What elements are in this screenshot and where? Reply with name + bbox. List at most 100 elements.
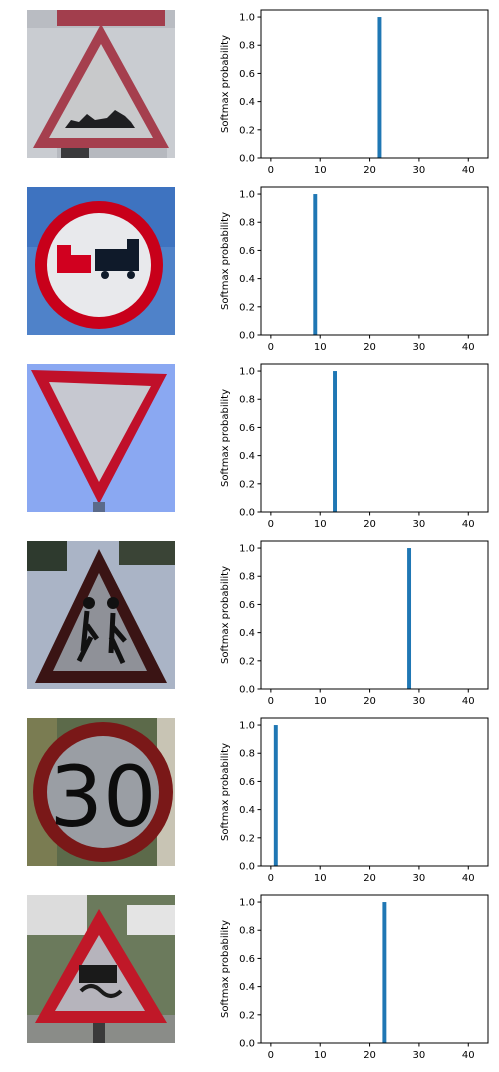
softmax-chart-4: 0 10 20 30 40 0.0 0.2 0.4 0.6 0.8 1.0 Softmax proba… bbox=[210, 540, 499, 718]
y-tick-label: 0.6 bbox=[239, 423, 255, 434]
bar-class-1 bbox=[273, 725, 278, 866]
chart-svg: 0 10 20 30 40 0.0 0.2 0.4 0.6 0.8 1.0 Softmax proba… bbox=[220, 186, 489, 353]
y-axis-label: Softmax probability bbox=[220, 566, 231, 664]
y-tick-label: 0.2 bbox=[239, 479, 255, 490]
x-tick-label: 10 bbox=[314, 696, 327, 707]
x-tick-label: 30 bbox=[413, 165, 426, 176]
sign-image-yield bbox=[27, 364, 175, 512]
x-tick-label: 0 bbox=[268, 696, 274, 707]
softmax-chart-6: 0 10 20 30 40 0.0 0.2 0.4 0.6 0.8 1.0 Softmax proba… bbox=[210, 894, 499, 1072]
x-tick-label: 30 bbox=[413, 696, 426, 707]
plot-frame bbox=[260, 9, 489, 159]
y-tick-label: 0.2 bbox=[239, 125, 255, 136]
y-axis-label: Softmax probability bbox=[220, 35, 231, 133]
y-tick-label: 0.0 bbox=[239, 685, 255, 696]
plot-frame bbox=[260, 363, 489, 513]
y-tick-label: 0.8 bbox=[239, 218, 255, 229]
plot-frame bbox=[260, 540, 489, 690]
y-tick-label: 1.0 bbox=[239, 898, 255, 909]
x-tick-label: 10 bbox=[314, 519, 327, 530]
x-tick-label: 20 bbox=[363, 696, 376, 707]
y-tick-label: 0.0 bbox=[239, 331, 255, 342]
result-row-2: 0 10 20 30 40 0.0 0.2 0.4 0.6 0.8 1.0 Softmax proba… bbox=[0, 186, 499, 364]
sign-image-speed-limit-30: 30 bbox=[27, 718, 175, 866]
y-tick-label: 0.6 bbox=[239, 600, 255, 611]
y-tick-label: 1.0 bbox=[239, 721, 255, 732]
y-tick-label: 0.8 bbox=[239, 41, 255, 52]
y-axis-label: Softmax probability bbox=[220, 212, 231, 310]
y-tick-label: 1.0 bbox=[239, 13, 255, 24]
y-tick-label: 0.0 bbox=[239, 1039, 255, 1050]
result-row-3: 0 10 20 30 40 0.0 0.2 0.4 0.6 0.8 1.0 Softmax proba… bbox=[0, 363, 499, 541]
y-tick-label: 0.4 bbox=[239, 274, 255, 285]
softmax-chart-5: 0 10 20 30 40 0.0 0.2 0.4 0.6 0.8 1.0 Softmax proba… bbox=[210, 717, 499, 895]
y-tick-label: 0.8 bbox=[239, 572, 255, 583]
x-tick-label: 0 bbox=[268, 342, 274, 353]
y-tick-label: 0.6 bbox=[239, 246, 255, 257]
y-tick-label: 0.8 bbox=[239, 926, 255, 937]
bar-class-9 bbox=[313, 194, 318, 335]
y-tick-label: 0.6 bbox=[239, 777, 255, 788]
softmax-chart-3: 0 10 20 30 40 0.0 0.2 0.4 0.6 0.8 1.0 Softmax proba… bbox=[210, 363, 499, 541]
x-tick-label: 40 bbox=[462, 165, 475, 176]
chart-svg: 0 10 20 30 40 0.0 0.2 0.4 0.6 0.8 1.0 Softmax proba… bbox=[220, 540, 489, 707]
result-row-1: 0 10 20 30 40 0.0 0.2 0.4 0.6 0.8 1.0 Softmax proba… bbox=[0, 9, 499, 187]
y-tick-label: 0.4 bbox=[239, 982, 255, 993]
y-tick-label: 0.6 bbox=[239, 954, 255, 965]
y-tick-label: 0.8 bbox=[239, 395, 255, 406]
y-tick-label: 0.4 bbox=[239, 451, 255, 462]
y-tick-label: 0.0 bbox=[239, 154, 255, 165]
x-tick-label: 10 bbox=[314, 1050, 327, 1061]
x-tick-label: 20 bbox=[363, 165, 376, 176]
x-tick-label: 20 bbox=[363, 1050, 376, 1061]
result-row-6: 0 10 20 30 40 0.0 0.2 0.4 0.6 0.8 1.0 Softmax proba… bbox=[0, 894, 499, 1072]
y-tick-label: 0.2 bbox=[239, 656, 255, 667]
x-tick-label: 30 bbox=[413, 519, 426, 530]
y-tick-label: 0.4 bbox=[239, 805, 255, 816]
chart-svg: 0 10 20 30 40 0.0 0.2 0.4 0.6 0.8 1.0 Softmax proba… bbox=[220, 894, 489, 1061]
bar-class-23 bbox=[382, 902, 387, 1043]
x-tick-label: 20 bbox=[363, 519, 376, 530]
x-tick-label: 0 bbox=[268, 165, 274, 176]
x-tick-label: 10 bbox=[314, 342, 327, 353]
x-tick-label: 40 bbox=[462, 873, 475, 884]
y-tick-label: 0.2 bbox=[239, 1010, 255, 1021]
y-tick-label: 0.0 bbox=[239, 862, 255, 873]
y-tick-label: 0.4 bbox=[239, 628, 255, 639]
y-tick-label: 0.4 bbox=[239, 97, 255, 108]
plot-frame bbox=[260, 894, 489, 1044]
chart-svg: 0 10 20 30 40 0.0 0.2 0.4 0.6 0.8 1.0 Softmax proba… bbox=[220, 9, 489, 176]
x-tick-label: 30 bbox=[413, 342, 426, 353]
x-tick-label: 40 bbox=[462, 342, 475, 353]
x-tick-label: 0 bbox=[268, 519, 274, 530]
bar-class-13 bbox=[333, 371, 337, 512]
y-axis-label: Softmax probability bbox=[220, 743, 231, 841]
softmax-chart-1: 0 10 20 30 40 0.0 0.2 0.4 0.6 0.8 1.0 Softmax proba… bbox=[210, 9, 499, 187]
y-tick-label: 0.2 bbox=[239, 833, 255, 844]
y-tick-label: 0.2 bbox=[239, 302, 255, 313]
x-tick-label: 0 bbox=[268, 1050, 274, 1061]
x-tick-label: 10 bbox=[314, 165, 327, 176]
sign-speed-text: 30 bbox=[50, 748, 157, 846]
plot-frame bbox=[260, 717, 489, 867]
y-axis-label: Softmax probability bbox=[220, 389, 231, 487]
x-tick-label: 20 bbox=[363, 342, 376, 353]
y-tick-label: 0.6 bbox=[239, 69, 255, 80]
sign-image-children-crossing bbox=[27, 541, 175, 689]
x-tick-label: 40 bbox=[462, 519, 475, 530]
sign-image-no-passing-trucks bbox=[27, 187, 175, 335]
chart-svg: 0 10 20 30 40 0.0 0.2 0.4 0.6 0.8 1.0 Softmax proba… bbox=[220, 717, 489, 884]
result-row-5: 30 0 10 20 30 40 0.0 0.2 0.4 0.6 0.8 1.0 Softmax pr… bbox=[0, 717, 499, 895]
sign-image-bumpy-road bbox=[27, 10, 175, 158]
x-tick-label: 40 bbox=[462, 696, 475, 707]
x-tick-label: 30 bbox=[413, 873, 426, 884]
x-tick-label: 40 bbox=[462, 1050, 475, 1061]
result-row-4: 0 10 20 30 40 0.0 0.2 0.4 0.6 0.8 1.0 Softmax proba… bbox=[0, 540, 499, 718]
y-tick-label: 1.0 bbox=[239, 544, 255, 555]
sign-image-slippery-road bbox=[27, 895, 175, 1043]
y-axis-label: Softmax probability bbox=[220, 920, 231, 1018]
x-tick-label: 30 bbox=[413, 1050, 426, 1061]
x-tick-label: 10 bbox=[314, 873, 327, 884]
bar-class-28 bbox=[407, 548, 412, 689]
plot-frame bbox=[260, 186, 489, 336]
